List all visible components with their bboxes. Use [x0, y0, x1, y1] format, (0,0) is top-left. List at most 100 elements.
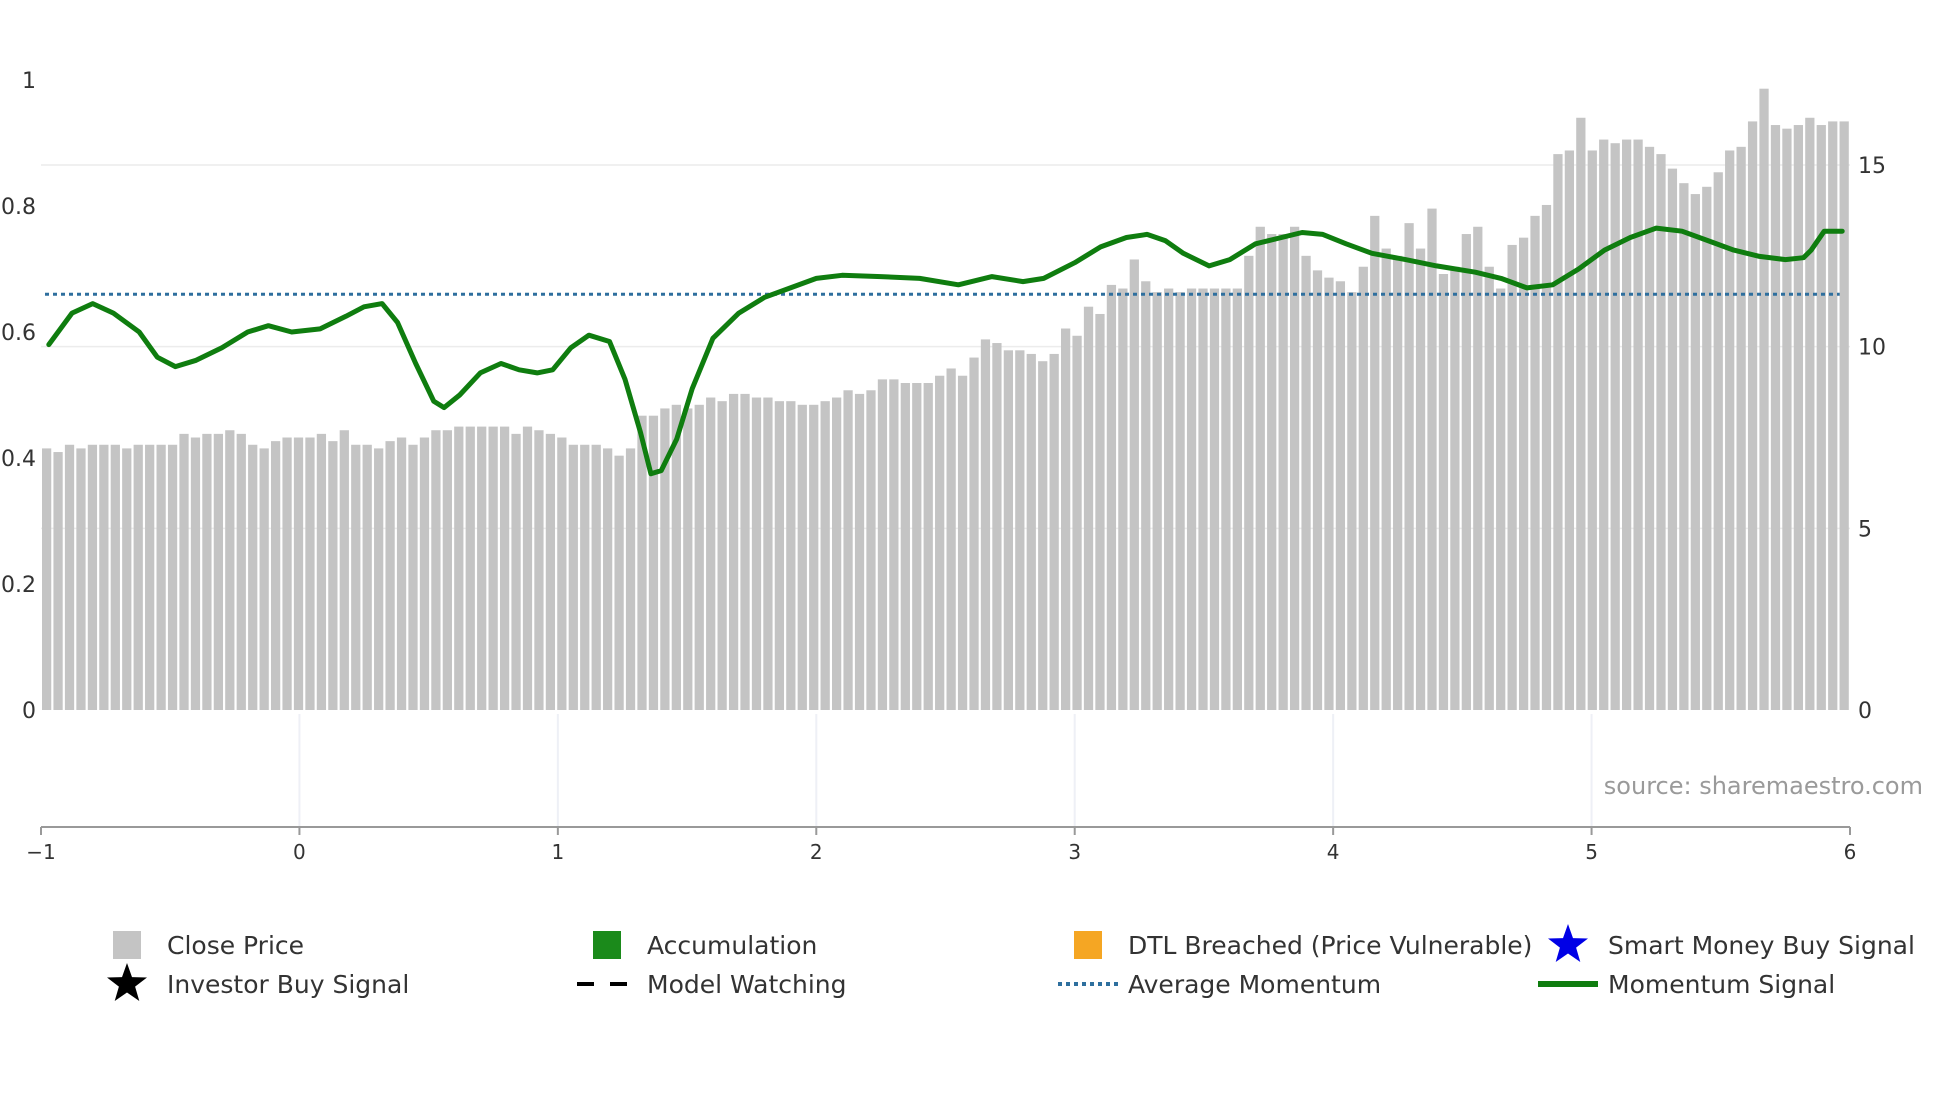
legend-label: Momentum Signal	[1608, 970, 1835, 999]
black-star-icon	[107, 963, 147, 1001]
legend-label: Smart Money Buy Signal	[1608, 931, 1915, 960]
close-price-bar	[1679, 183, 1689, 710]
orange-square-icon	[1074, 931, 1102, 959]
legend-item: Momentum Signal	[1538, 970, 1835, 999]
close-price-bar	[316, 433, 327, 710]
close-price-bar	[992, 343, 1002, 710]
legend-label: DTL Breached (Price Vulnerable)	[1128, 931, 1532, 960]
close-price-bar	[1564, 150, 1575, 710]
close-price-bar	[1576, 117, 1586, 711]
y-left-tick-label: 0	[22, 699, 36, 724]
close-price-bar	[1553, 154, 1563, 711]
close-price-bar	[717, 401, 727, 710]
close-price-bar	[694, 404, 704, 710]
close-price-bar	[236, 433, 246, 710]
gray-square-icon	[113, 931, 141, 959]
close-price-bar	[1209, 288, 1220, 710]
close-price-bar	[488, 426, 498, 710]
legend-item: Average Momentum	[1058, 970, 1381, 999]
legend-label: Average Momentum	[1128, 970, 1381, 999]
close-price-bar	[328, 441, 338, 710]
close-price-bar	[1484, 266, 1494, 710]
close-price-bar	[1278, 234, 1288, 711]
close-price-bar	[1713, 172, 1723, 710]
close-price-bar	[270, 441, 281, 710]
close-price-bar	[213, 433, 223, 710]
close-price-bar	[957, 375, 968, 710]
close-price-bar	[396, 437, 407, 710]
close-price-bar	[1129, 259, 1139, 710]
close-price-bar	[511, 433, 521, 710]
y-left-tick-label: 0.6	[1, 321, 36, 346]
close-price-bar	[1164, 288, 1174, 710]
x-tick-label: 6	[1844, 840, 1857, 864]
close-price-bar	[1118, 288, 1128, 710]
x-tick-label: 2	[810, 840, 823, 864]
close-price-bar	[1782, 128, 1792, 710]
close-price-bar	[1198, 288, 1208, 710]
close-price-bar	[591, 444, 601, 710]
close-price-bar	[1450, 266, 1460, 710]
close-price-bar	[1633, 139, 1643, 711]
close-price-bar	[1152, 292, 1162, 710]
close-price-bar	[64, 444, 75, 710]
close-price-bar	[522, 426, 533, 710]
close-price-bar	[969, 357, 979, 710]
close-price-bar	[1610, 143, 1620, 710]
close-price-bar	[1221, 288, 1231, 710]
momentum-signal-line	[46, 225, 1845, 477]
close-price-bar	[465, 426, 475, 710]
close-price-bar	[374, 448, 384, 710]
close-price-bar	[843, 390, 853, 710]
close-price-bar	[1415, 248, 1426, 711]
close-price-bar	[614, 455, 624, 710]
close-price-bar	[99, 444, 109, 710]
close-price-bar	[477, 426, 487, 710]
close-price-bar	[1015, 350, 1025, 710]
close-price-bar	[1324, 277, 1334, 710]
close-price-bar	[946, 368, 956, 710]
close-price-bar	[1370, 215, 1380, 710]
close-price-bar	[660, 408, 670, 710]
x-tick-label: 1	[551, 840, 564, 864]
close-price-bar	[499, 426, 510, 710]
close-price-bar	[156, 444, 166, 710]
close-price-bar	[728, 393, 739, 710]
close-price-bar	[1289, 226, 1300, 710]
close-price-bar	[1816, 125, 1826, 711]
close-price-bar	[385, 441, 395, 710]
close-price-bar	[133, 444, 143, 710]
close-price-bar	[53, 452, 63, 710]
close-price-bar	[980, 339, 991, 710]
close-price-bar	[225, 430, 235, 710]
close-price-bar	[625, 448, 636, 710]
x-tick-label: 4	[1327, 840, 1340, 864]
close-price-bar	[1507, 244, 1517, 710]
source-label: source: sharemaestro.com	[1604, 772, 1923, 800]
close-price-bar	[1759, 88, 1769, 710]
close-price-bar	[362, 444, 372, 710]
close-price-bar	[1095, 313, 1105, 710]
x-tick-label: 5	[1585, 840, 1598, 864]
close-price-bar	[1690, 194, 1700, 711]
close-price-bar	[1003, 350, 1013, 710]
close-price-bar	[1060, 328, 1071, 710]
close-price-bar	[202, 433, 212, 710]
legend-item: DTL Breached (Price Vulnerable)	[1074, 931, 1532, 960]
close-price-bar	[442, 430, 452, 710]
close-price-bar	[42, 448, 52, 710]
close-price-bar	[557, 437, 567, 710]
y-left-tick-label: 0.4	[1, 447, 36, 472]
legend-item: Close Price	[113, 931, 304, 960]
legend-item: Investor Buy Signal	[107, 963, 409, 1001]
close-price-bar	[648, 415, 659, 710]
close-price-bar	[1736, 146, 1746, 711]
close-price-bar	[1518, 237, 1529, 710]
close-price-bar	[1381, 248, 1391, 711]
close-price-bar	[1186, 288, 1197, 710]
close-price-bar	[763, 397, 773, 710]
close-price-bar	[1770, 125, 1781, 711]
close-price-bar	[122, 448, 132, 710]
close-price-bar	[454, 426, 464, 710]
